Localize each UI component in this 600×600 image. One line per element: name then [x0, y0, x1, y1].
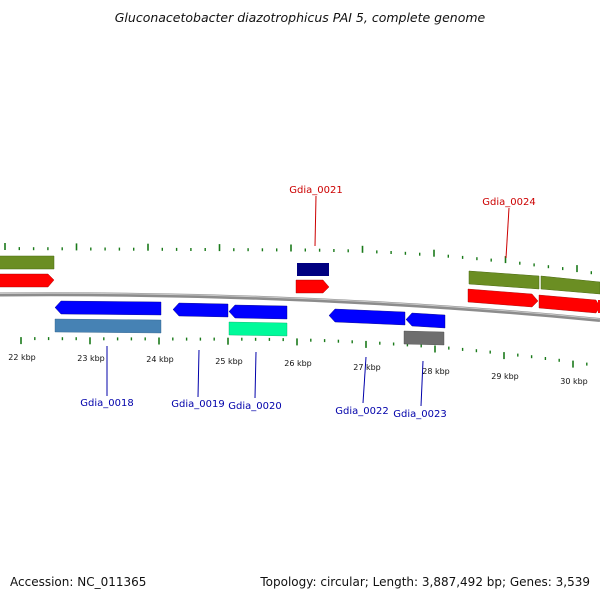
- feature-green-left[interactable]: [0, 255, 55, 270]
- leader-0019: [197, 349, 200, 398]
- scale-label-23kbp: 23 kbp: [77, 354, 105, 363]
- scale-label-27kbp: 27 kbp: [353, 363, 381, 372]
- cds-arrow-0022[interactable]: [328, 308, 406, 326]
- reverse-strand-features: [54, 300, 446, 346]
- leader-0023: [420, 360, 424, 407]
- feature-steelblue-0018[interactable]: [54, 318, 162, 334]
- scale-label-29kbp: 29 kbp: [491, 372, 519, 381]
- forward-strand-features: [0, 255, 600, 314]
- scale-label-28kbp: 28 kbp: [422, 367, 450, 376]
- feature-green-0024b[interactable]: [540, 275, 600, 295]
- cds-arrow-0021[interactable]: [295, 279, 330, 294]
- genome-backbone: [0, 292, 600, 322]
- scale-label-24kbp: 24 kbp: [146, 355, 174, 364]
- accession-text: Accession: NC_011365: [10, 575, 147, 589]
- leader-0020: [254, 351, 257, 399]
- feature-springgreen-0020[interactable]: [228, 321, 288, 337]
- gene-label-0019[interactable]: Gdia_0019: [171, 399, 224, 410]
- scale-label-25kbp: 25 kbp: [215, 357, 243, 366]
- gene-label-0018[interactable]: Gdia_0018: [80, 398, 133, 409]
- gene-label-0020[interactable]: Gdia_0020: [228, 401, 281, 412]
- leader-0024: [505, 207, 510, 259]
- cds-arrow-0024a[interactable]: [467, 288, 539, 308]
- genome-backbone-highlight: [0, 292, 600, 320]
- cds-arrow-0024b[interactable]: [538, 294, 600, 314]
- outer-tick-row: [4, 243, 592, 275]
- scale-label-30kbp: 30 kbp: [560, 377, 588, 386]
- scale-label-22kbp: 22 kbp: [8, 353, 36, 362]
- gene-label-0022[interactable]: Gdia_0022: [335, 406, 388, 417]
- map-title: Gluconacetobacter diazotrophicus PAI 5, …: [114, 10, 486, 25]
- cds-arrow-0020[interactable]: [228, 304, 288, 320]
- genome-summary-text: Topology: circular; Length: 3,887,492 bp…: [260, 575, 590, 589]
- scale-label-26kbp: 26 kbp: [284, 359, 312, 368]
- inner-tick-row: [20, 337, 588, 368]
- leader-lines: [106, 195, 510, 407]
- scale-labels: 22 kbp 23 kbp 24 kbp 25 kbp 26 kbp 27 kb…: [8, 353, 588, 386]
- cds-arrow-left[interactable]: [0, 273, 55, 288]
- cds-arrow-0023[interactable]: [405, 312, 446, 329]
- leader-0021: [314, 195, 317, 247]
- leader-0022: [362, 356, 367, 404]
- gene-label-0021[interactable]: Gdia_0021: [289, 185, 342, 196]
- cds-arrow-0018[interactable]: [54, 300, 162, 316]
- feature-green-0024a[interactable]: [468, 270, 540, 290]
- gene-labels: Gdia_0018 Gdia_0019 Gdia_0020 Gdia_0021 …: [80, 185, 535, 420]
- cds-arrow-0019[interactable]: [172, 302, 229, 318]
- gene-label-0023[interactable]: Gdia_0023: [393, 409, 446, 420]
- gene-label-0024[interactable]: Gdia_0024: [482, 197, 535, 208]
- feature-navy-0021[interactable]: [297, 263, 329, 276]
- feature-grey-0023[interactable]: [403, 330, 445, 346]
